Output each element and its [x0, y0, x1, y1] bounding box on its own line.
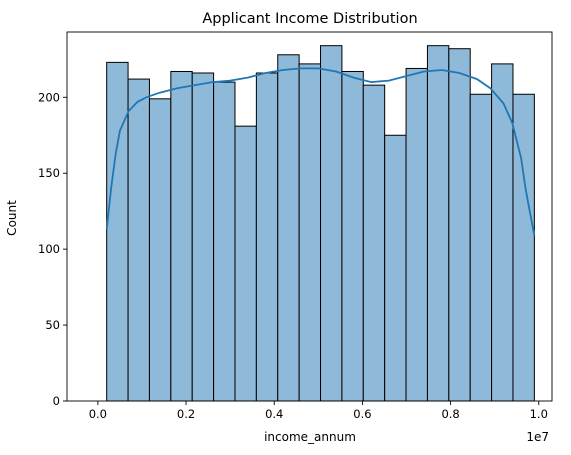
- histogram-bar: [321, 46, 342, 401]
- histogram-bar: [214, 82, 235, 401]
- histogram-bar: [470, 94, 491, 401]
- y-axis-label: Count: [5, 200, 19, 236]
- histogram-bar: [363, 85, 384, 401]
- y-tick-label: 0: [53, 394, 60, 408]
- histogram-bar: [449, 49, 470, 401]
- bars-group: [107, 46, 535, 401]
- histogram-bar: [278, 55, 299, 401]
- histogram-bar: [235, 126, 256, 401]
- x-tick-label: 0.8: [441, 407, 459, 421]
- x-axis-ticks: 0.0 0.2 0.4 0.6 0.8 1.0: [89, 401, 548, 421]
- histogram-bar: [427, 46, 448, 401]
- x-axis-label: income_annum: [264, 430, 356, 444]
- y-tick-label: 150: [38, 166, 60, 180]
- histogram-bar: [385, 135, 406, 401]
- chart-title: Applicant Income Distribution: [202, 11, 417, 27]
- y-tick-label: 200: [38, 90, 60, 104]
- x-tick-label: 0.2: [177, 407, 195, 421]
- histogram-bar: [492, 64, 513, 401]
- histogram-bar: [342, 71, 363, 401]
- histogram-bar: [171, 71, 192, 401]
- x-tick-label: 0.4: [265, 407, 283, 421]
- y-axis-ticks: 0 50 100 150 200: [38, 90, 67, 408]
- histogram-bar: [192, 73, 213, 401]
- x-tick-label: 0.6: [353, 407, 371, 421]
- x-tick-label: 1.0: [530, 407, 548, 421]
- x-axis-scale-label: 1e7: [526, 430, 549, 444]
- y-tick-label: 100: [38, 242, 60, 256]
- histogram-bar: [256, 73, 277, 401]
- histogram-bar: [128, 79, 149, 401]
- histogram-bar: [107, 62, 128, 401]
- x-tick-label: 0.0: [89, 407, 107, 421]
- histogram-bar: [406, 68, 427, 401]
- histogram-bar: [149, 99, 170, 401]
- y-tick-label: 50: [45, 318, 60, 332]
- histogram-bar: [299, 64, 320, 401]
